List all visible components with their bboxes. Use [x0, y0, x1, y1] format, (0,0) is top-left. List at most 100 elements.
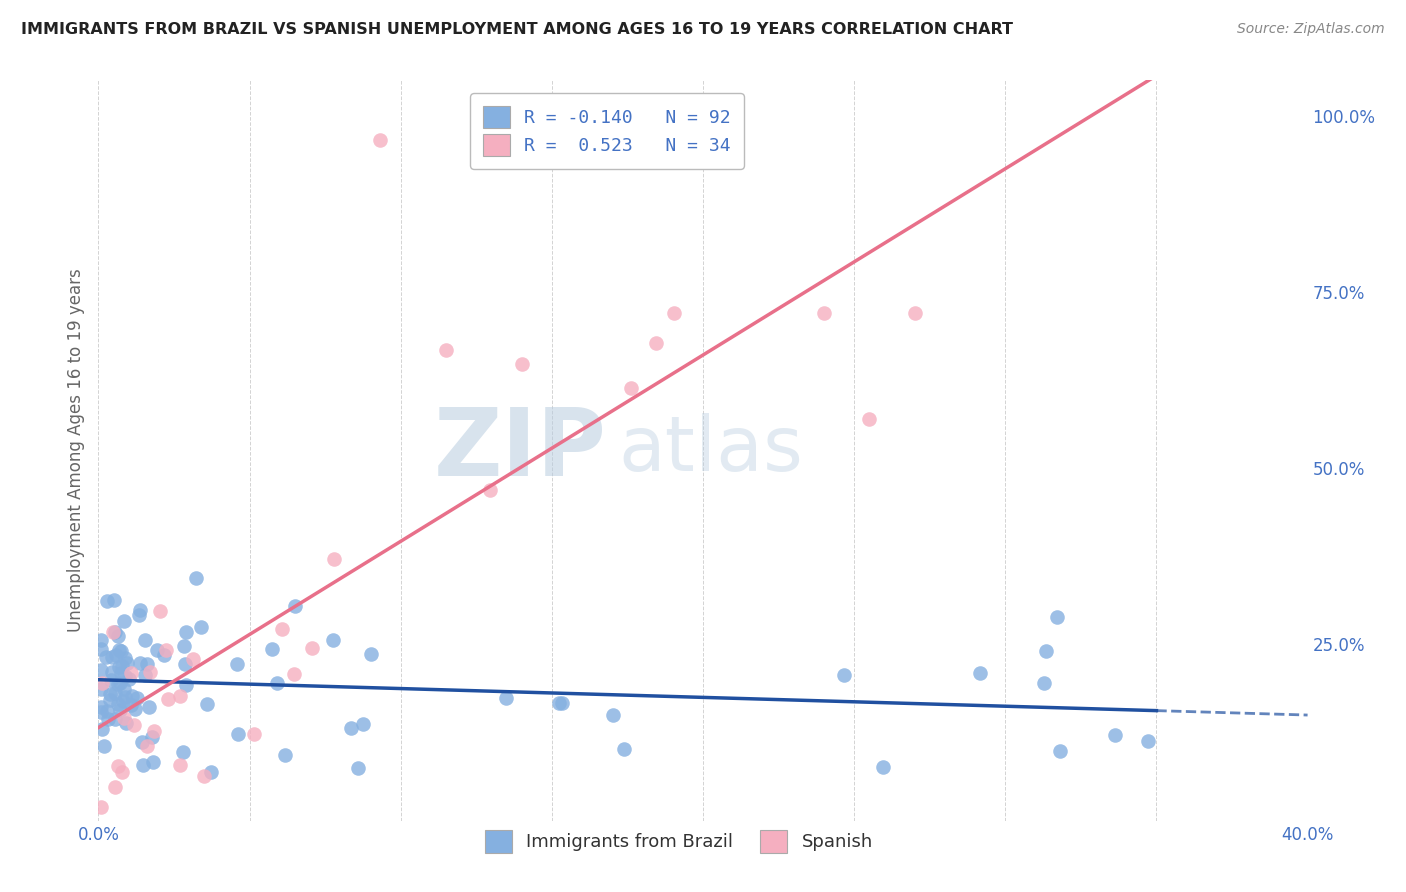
Point [226, 727, 249, 741]
Point [112, 614, 135, 628]
Point [112, 682, 135, 697]
Text: atlas: atlas [619, 414, 803, 487]
Point [97, 713, 120, 727]
Point [141, 731, 163, 745]
Point [111, 765, 134, 780]
Point [90, 676, 112, 690]
Text: IMMIGRANTS FROM BRAZIL VS SPANISH UNEMPLOYMENT AMONG AGES 16 TO 19 YEARS CORRELA: IMMIGRANTS FROM BRAZIL VS SPANISH UNEMPL… [21, 22, 1014, 37]
Point [93, 739, 115, 753]
Point [172, 745, 194, 759]
Point [108, 643, 131, 657]
Point [157, 691, 180, 706]
Point [142, 756, 165, 770]
Point [322, 633, 344, 648]
Point [114, 690, 136, 704]
Point [283, 666, 305, 681]
Point [115, 715, 138, 730]
Point [110, 675, 132, 690]
Point [274, 748, 297, 763]
Point [813, 306, 835, 320]
Legend: Immigrants from Brazil, Spanish: Immigrants from Brazil, Spanish [478, 823, 880, 860]
Point [103, 593, 125, 607]
Point [120, 665, 142, 680]
Point [1032, 675, 1054, 690]
Point [101, 665, 124, 679]
Point [107, 660, 129, 674]
Point [90, 699, 112, 714]
Point [111, 694, 134, 708]
Point [110, 665, 132, 680]
Point [644, 335, 666, 350]
Point [101, 650, 124, 665]
Point [118, 673, 141, 687]
Point [190, 620, 212, 634]
Point [200, 764, 222, 779]
Point [136, 739, 159, 753]
Point [104, 712, 127, 726]
Point [551, 696, 574, 710]
Point [111, 659, 134, 673]
Point [173, 639, 195, 653]
Point [143, 723, 166, 738]
Point [195, 697, 218, 711]
Point [98, 692, 121, 706]
Point [479, 483, 502, 497]
Point [323, 552, 346, 566]
Point [90, 799, 112, 814]
Point [1104, 728, 1126, 742]
Point [858, 411, 880, 425]
Point [1137, 734, 1160, 748]
Point [107, 697, 129, 711]
Point [98, 687, 121, 701]
Point [1049, 744, 1071, 758]
Point [90, 706, 112, 720]
Point [434, 343, 457, 357]
Point [90, 663, 112, 677]
Y-axis label: Unemployment Among Ages 16 to 19 years: Unemployment Among Ages 16 to 19 years [66, 268, 84, 632]
Point [94, 650, 117, 665]
Point [271, 622, 294, 636]
Point [169, 757, 191, 772]
Text: Source: ZipAtlas.com: Source: ZipAtlas.com [1237, 22, 1385, 37]
Point [121, 689, 143, 703]
Point [96, 594, 118, 608]
Point [174, 624, 197, 639]
Point [104, 648, 127, 662]
Point [101, 624, 124, 639]
Point [90, 681, 112, 696]
Point [120, 698, 142, 712]
Point [262, 641, 284, 656]
Point [110, 644, 132, 658]
Point [100, 673, 122, 688]
Point [832, 668, 855, 682]
Point [339, 721, 361, 735]
Point [127, 691, 149, 706]
Point [90, 632, 112, 647]
Point [131, 735, 153, 749]
Point [602, 708, 624, 723]
Point [124, 702, 146, 716]
Point [360, 647, 382, 661]
Point [128, 603, 150, 617]
Point [904, 306, 927, 320]
Point [301, 640, 323, 655]
Point [155, 642, 177, 657]
Point [225, 657, 247, 671]
Point [134, 632, 156, 647]
Point [128, 608, 150, 623]
Point [347, 761, 370, 775]
Point [112, 710, 135, 724]
Point [90, 641, 112, 656]
Point [547, 696, 569, 710]
Point [103, 780, 125, 795]
Point [169, 689, 191, 703]
Point [149, 604, 172, 618]
Point [107, 629, 129, 643]
Point [146, 643, 169, 657]
Point [184, 571, 207, 585]
Point [122, 718, 145, 732]
Point [495, 691, 517, 706]
Point [138, 699, 160, 714]
Point [90, 722, 112, 736]
Text: ZIP: ZIP [433, 404, 606, 497]
